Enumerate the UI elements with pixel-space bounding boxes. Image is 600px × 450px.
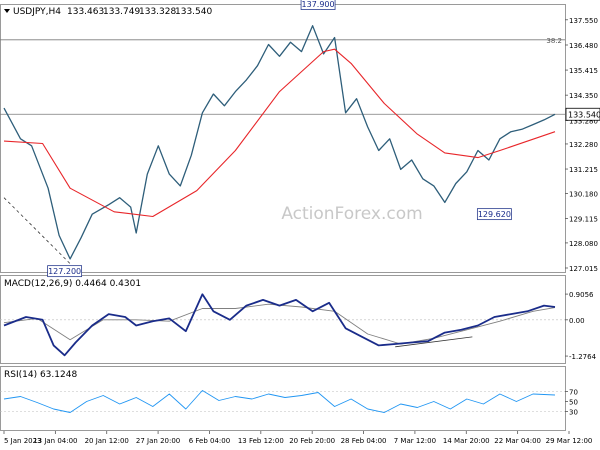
x-tick-label: 14 Mar 20:00	[443, 437, 490, 445]
last-price-label: 133.540	[568, 110, 600, 119]
last-price-badge: 133.540	[565, 107, 600, 121]
rsi-panel-frame	[0, 366, 566, 431]
ohlc-open: 133.463	[67, 7, 104, 17]
ohlc-low: 133.328	[139, 7, 176, 17]
macd-signal-line	[3, 303, 556, 345]
annotation-label: 127.200	[48, 267, 81, 276]
macd-trendline	[395, 336, 473, 348]
dropdown-arrow-icon[interactable]	[4, 9, 10, 13]
annotation-box	[300, 0, 336, 10]
annotation-label: 129.620	[478, 210, 511, 219]
price-y-tick-label: 130.180	[569, 190, 598, 198]
price-annotation-1: 127.200	[47, 265, 83, 278]
x-tick-label: 20 Feb 20:00	[289, 437, 335, 445]
macd-y-tick-label: 0.9056	[569, 291, 594, 299]
price-y-tick-label: 132.280	[569, 141, 598, 149]
price-y-tick-label: 136.480	[569, 42, 598, 50]
rsi-y-tick-label: 70	[569, 389, 578, 397]
price-y-tick-label: 134.350	[569, 92, 598, 100]
x-tick-label: 22 Mar 04:00	[494, 437, 541, 445]
x-tick-label: 13 Feb 12:00	[238, 437, 284, 445]
watermark: ActionForex.com	[281, 204, 422, 224]
instrument-header: USDJPY,H4 133.463 133.749 133.328 133.54…	[4, 7, 212, 17]
rsi-y-tick-label: 30	[569, 409, 578, 417]
x-tick-label: 13 Jan 04:00	[33, 437, 77, 445]
ohlc-close: 133.540	[175, 7, 212, 17]
x-tick-label: 5 Jan 2023	[4, 437, 42, 445]
macd-y-tick-label: 0.00	[569, 317, 585, 325]
x-tick-label: 29 Mar 12:00	[546, 437, 593, 445]
ohlc-high: 133.749	[103, 7, 140, 17]
price-y-tick-label: 131.215	[569, 166, 598, 174]
macd-line	[3, 293, 556, 357]
rsi-line	[3, 390, 556, 413]
rsi-y-tick-label: 50	[569, 399, 578, 407]
price-y-tick-label: 135.415	[569, 67, 598, 75]
price-annotation-0: 137.900	[300, 0, 336, 10]
x-tick-label: 28 Feb 04:00	[341, 437, 387, 445]
macd-title: MACD(12,26,9) 0.4464 0.4301	[4, 279, 141, 289]
annotation-box	[476, 208, 512, 221]
price-y-tick-label: 133.280	[569, 117, 598, 125]
symbol-timeframe: USDJPY,H4	[13, 7, 61, 17]
rsi-title: RSI(14) 63.1248	[4, 370, 77, 380]
x-tick-label: 27 Jan 20:00	[136, 437, 180, 445]
price-y-tick-label: 127.015	[569, 265, 598, 273]
price-y-tick-label: 128.080	[569, 240, 598, 248]
x-tick-label: 6 Feb 04:00	[189, 437, 230, 445]
macd-panel-frame	[0, 275, 566, 364]
price-y-tick-label: 137.550	[569, 17, 598, 25]
price-y-tick-label: 129.115	[569, 216, 598, 224]
x-tick-label: 20 Jan 12:00	[85, 437, 129, 445]
moving-average-line	[3, 48, 556, 218]
fibonacci-level-label: 38.2	[546, 37, 562, 45]
annotation-label: 137.900	[302, 0, 335, 9]
price-panel-frame	[0, 4, 566, 273]
price-close-line	[3, 25, 556, 260]
x-tick-label: 7 Mar 12:00	[394, 437, 436, 445]
annotation-box	[47, 265, 83, 278]
macd-y-tick-label: -1.2764	[569, 353, 597, 361]
price-annotation-2: 129.620	[476, 208, 512, 221]
